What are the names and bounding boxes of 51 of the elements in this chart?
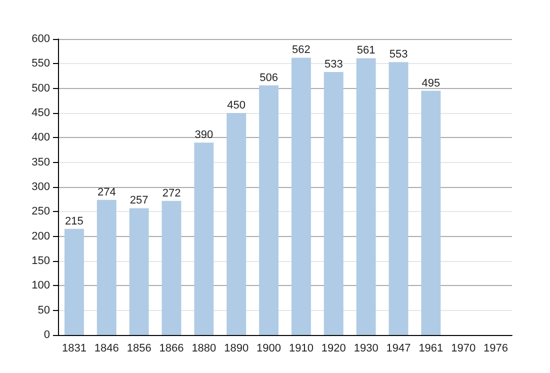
bar [226,113,246,335]
y-tick-label: 500 [32,82,50,94]
x-tick-label: 1910 [288,342,314,354]
bar [291,58,311,335]
bar [356,58,376,335]
bar [259,85,279,335]
bar [162,200,182,335]
data-label: 257 [130,194,148,207]
bar [388,62,408,335]
x-tick-label: 1866 [159,342,184,354]
x-tick-label: 1961 [418,342,444,354]
data-label: 553 [389,48,408,61]
data-label: 495 [422,77,440,90]
data-label: 272 [162,187,181,200]
x-tick-label: 1947 [386,342,411,354]
y-tick-label: 350 [32,156,50,168]
x-tick-label: 1970 [451,342,476,354]
x-tick-label: 1920 [321,342,346,354]
bar [421,90,441,335]
bar [194,142,214,335]
y-tick-label: 100 [32,280,50,292]
data-label: 390 [194,129,214,142]
y-tick-label: 50 [38,304,50,316]
y-tick-label: 150 [32,255,50,267]
y-tick-label: 450 [32,107,50,119]
x-tick-label: 1880 [192,342,216,354]
bar [324,72,344,335]
x-tick-label: 1930 [354,342,378,354]
y-tick-label: 400 [32,132,50,144]
x-tick-label: 1856 [126,342,152,354]
data-label: 533 [324,58,343,71]
y-tick-label: 0 [44,329,50,341]
data-label: 215 [65,215,84,228]
data-label: 274 [97,186,116,198]
y-tick-label: 300 [32,181,50,193]
x-tick-label: 1976 [484,342,508,354]
y-tick-label: 550 [32,58,50,70]
x-tick-label: 1831 [62,342,86,354]
bar [64,228,84,335]
y-tick-label: 250 [32,206,50,218]
data-label: 450 [227,100,246,112]
y-tick-label: 600 [32,33,50,45]
data-label: 562 [292,44,310,56]
data-label: 561 [356,44,376,57]
bar [96,200,116,335]
x-tick-label: 1890 [224,342,249,354]
bar [129,208,149,335]
y-tick-label: 200 [32,230,50,242]
x-tick-label: 1846 [94,342,119,354]
x-tick-label: 1900 [256,342,282,354]
data-label: 506 [260,72,278,84]
